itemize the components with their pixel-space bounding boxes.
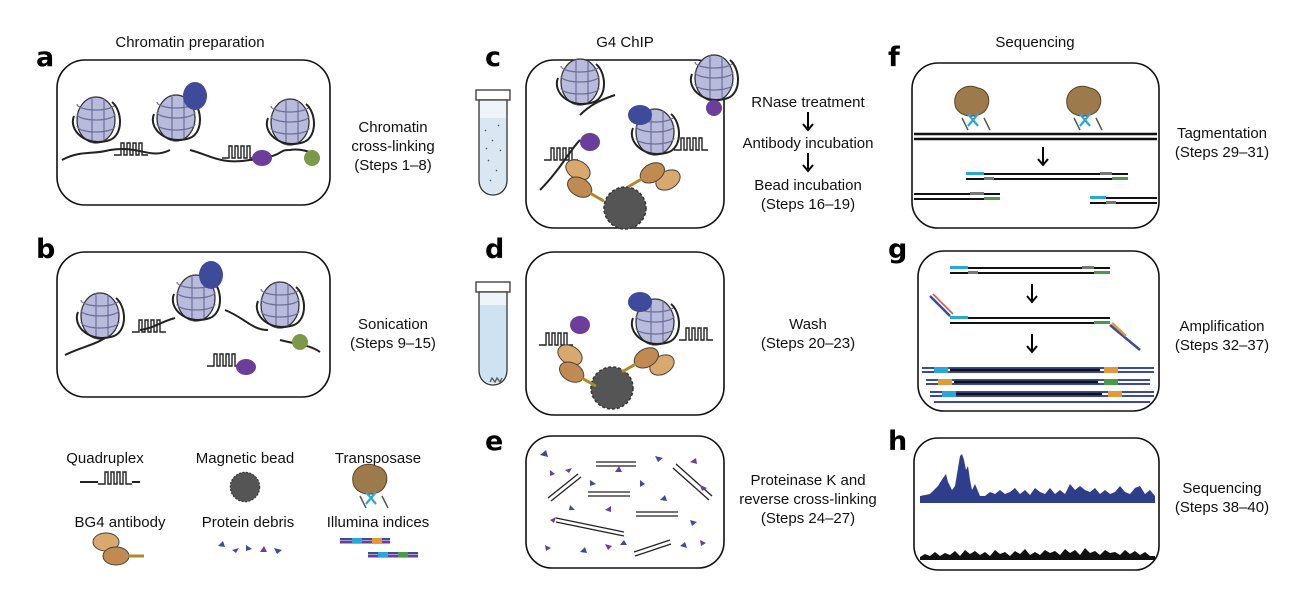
panel-h-box [913,437,1160,571]
panel-e: e [485,426,877,569]
legend-indices-label: Illumina indices [327,514,430,531]
caption-c-antibody: Antibody incubation [743,135,874,152]
legend-antibody-label: BG4 antibody [75,514,166,531]
panel-letter-h: h [888,426,907,457]
amplicon-primers [929,293,1141,351]
panel-letter-e: e [485,426,503,457]
caption-c-bead: Bead incubation [754,177,862,194]
tube-c-icon [475,89,511,196]
track-blue-g4 [920,454,1155,503]
legend: Quadruplex Magnetic bead Transposase BG4… [66,450,430,567]
legend-quadruplex-icon [80,471,140,485]
panel-a-box [56,59,331,206]
caption-a-line1: Chromatin [358,119,427,136]
caption-a-line2: cross-linking [351,138,434,155]
panel-h: h Sequencing (Steps 38–40) [888,426,1269,571]
panel-g: g Amplifica [888,234,1269,412]
amplicon-top [950,266,1110,274]
arrow-c-1 [802,112,814,132]
caption-g-line1: Amplification [1179,318,1264,335]
panel-b-box [56,251,331,398]
panel-letter-a: a [36,42,54,73]
panel-a: a Chromatin cross-linking (Steps 1–8) [36,42,435,206]
caption-f-line2: (Steps 29–31) [1175,144,1269,161]
amplified-library [922,367,1154,403]
debris-fragments [540,450,707,553]
caption-c-rnase: RNase treatment [751,94,865,111]
caption-g-line2: (Steps 32–37) [1175,337,1269,354]
caption-a-line3: (Steps 1–8) [354,157,432,174]
arrow-g-2 [1026,334,1038,354]
caption-c-steps: (Steps 16–19) [761,196,855,213]
panel-b: b Sonication (Steps 9–15) [36,234,436,398]
arrow-g-1 [1026,284,1038,304]
legend-transposase-icon [351,463,390,510]
panel-letter-f: f [888,42,900,73]
caption-e-line2: reverse cross-linking [739,491,877,508]
legend-quadruplex-label: Quadruplex [66,450,144,467]
legend-indices-icon [340,538,418,558]
caption-e-line1: Proteinase K and [750,472,865,489]
panel-e-box [525,435,725,569]
caption-e-line3: (Steps 24–27) [761,510,855,527]
panel-c: c RNase treatment Antibody incubation Be… [475,42,874,230]
panel-f: f Tagmentation (Steps 29–31) [888,42,1269,229]
legend-antibody-icon [91,531,146,567]
caption-h-line1: Sequencing [1182,480,1261,497]
panel-letter-g: g [888,234,907,265]
legend-transposase-label: Transposase [335,450,421,467]
panel-letter-d: d [485,234,504,265]
arrow-c-2 [802,153,814,173]
legend-debris-icon [218,541,282,554]
panel-g-box [917,250,1160,412]
header-sequencing: Sequencing [995,34,1074,51]
caption-b-line2: (Steps 9–15) [350,335,436,352]
legend-debris-label: Protein debris [202,514,295,531]
legend-bead-icon [229,471,261,503]
tube-d-icon [475,281,511,386]
caption-d-line2: (Steps 20–23) [761,335,855,352]
panel-letter-c: c [485,42,501,73]
legend-magnetic-bead-label: Magnetic bead [196,450,294,467]
track-black-input [920,548,1155,560]
panel-d: d Wash (Steps 20–23) [475,234,855,416]
caption-b-line1: Sonication [358,316,428,333]
arrow-f [1037,147,1049,167]
panel-letter-b: b [36,234,55,265]
caption-h-line2: (Steps 38–40) [1175,499,1269,516]
header-g4-chip: G4 ChIP [596,34,654,51]
caption-d-line1: Wash [789,316,827,333]
tagmented-fragments [914,172,1157,204]
caption-f-line1: Tagmentation [1177,125,1267,142]
header-chromatin-preparation: Chromatin preparation [115,34,264,51]
